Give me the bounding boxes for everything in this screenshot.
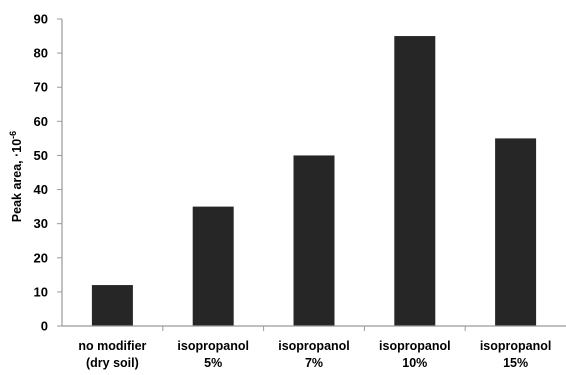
bar-4 (495, 138, 537, 326)
x-category-label-line: 5% (204, 356, 222, 370)
bar-3 (394, 36, 436, 327)
y-tick-label: 60 (34, 114, 48, 129)
x-category-label-line: isopropanol (177, 339, 249, 353)
x-category-label-line: no modifier (78, 339, 146, 353)
x-category-label-line: 7% (305, 356, 323, 370)
y-tick-label: 30 (34, 216, 48, 231)
x-category-label-line: (dry soil) (86, 356, 139, 370)
y-axis-title-group: Peak area, ·10-6 (8, 131, 24, 222)
bar-2 (293, 155, 335, 326)
y-axis-title: Peak area, ·10-6 (8, 131, 24, 222)
bar-0 (91, 285, 133, 326)
x-category-label-line: 15% (503, 356, 528, 370)
x-category-label-line: isopropanol (379, 339, 451, 353)
axes (61, 19, 566, 331)
x-category-label: isopropanol 10% (379, 339, 451, 370)
x-axis-labels: no modifier (dry soil)isopropanol 5%isopro… (78, 339, 551, 370)
y-axis-ticks: 0 10 20 30 40 50 60 70 80 90 (34, 12, 62, 334)
y-tick-label: 40 (34, 182, 48, 197)
y-tick-label: 80 (34, 46, 48, 61)
x-category-label-line: isopropanol (278, 339, 350, 353)
y-tick-label: 50 (34, 148, 48, 163)
x-category-label: isopropanol 5% (177, 339, 249, 370)
bar-1 (192, 206, 234, 326)
x-category-label: isopropanol 15% (480, 339, 552, 370)
y-tick-label: 10 (34, 284, 48, 299)
y-tick-label: 20 (34, 250, 48, 265)
bars (91, 36, 537, 327)
y-axis-title-text: Peak area, ·10 (10, 139, 24, 222)
y-axis-title-exponent: -6 (8, 131, 18, 139)
x-category-label: isopropanol 7% (278, 339, 350, 370)
y-tick-label: 90 (34, 12, 48, 27)
x-category-label: no modifier (dry soil) (78, 339, 146, 370)
x-category-label-line: 10% (402, 356, 427, 370)
y-tick-label: 0 (41, 319, 48, 334)
y-tick-label: 70 (34, 80, 48, 95)
x-category-label-line: isopropanol (480, 339, 552, 353)
